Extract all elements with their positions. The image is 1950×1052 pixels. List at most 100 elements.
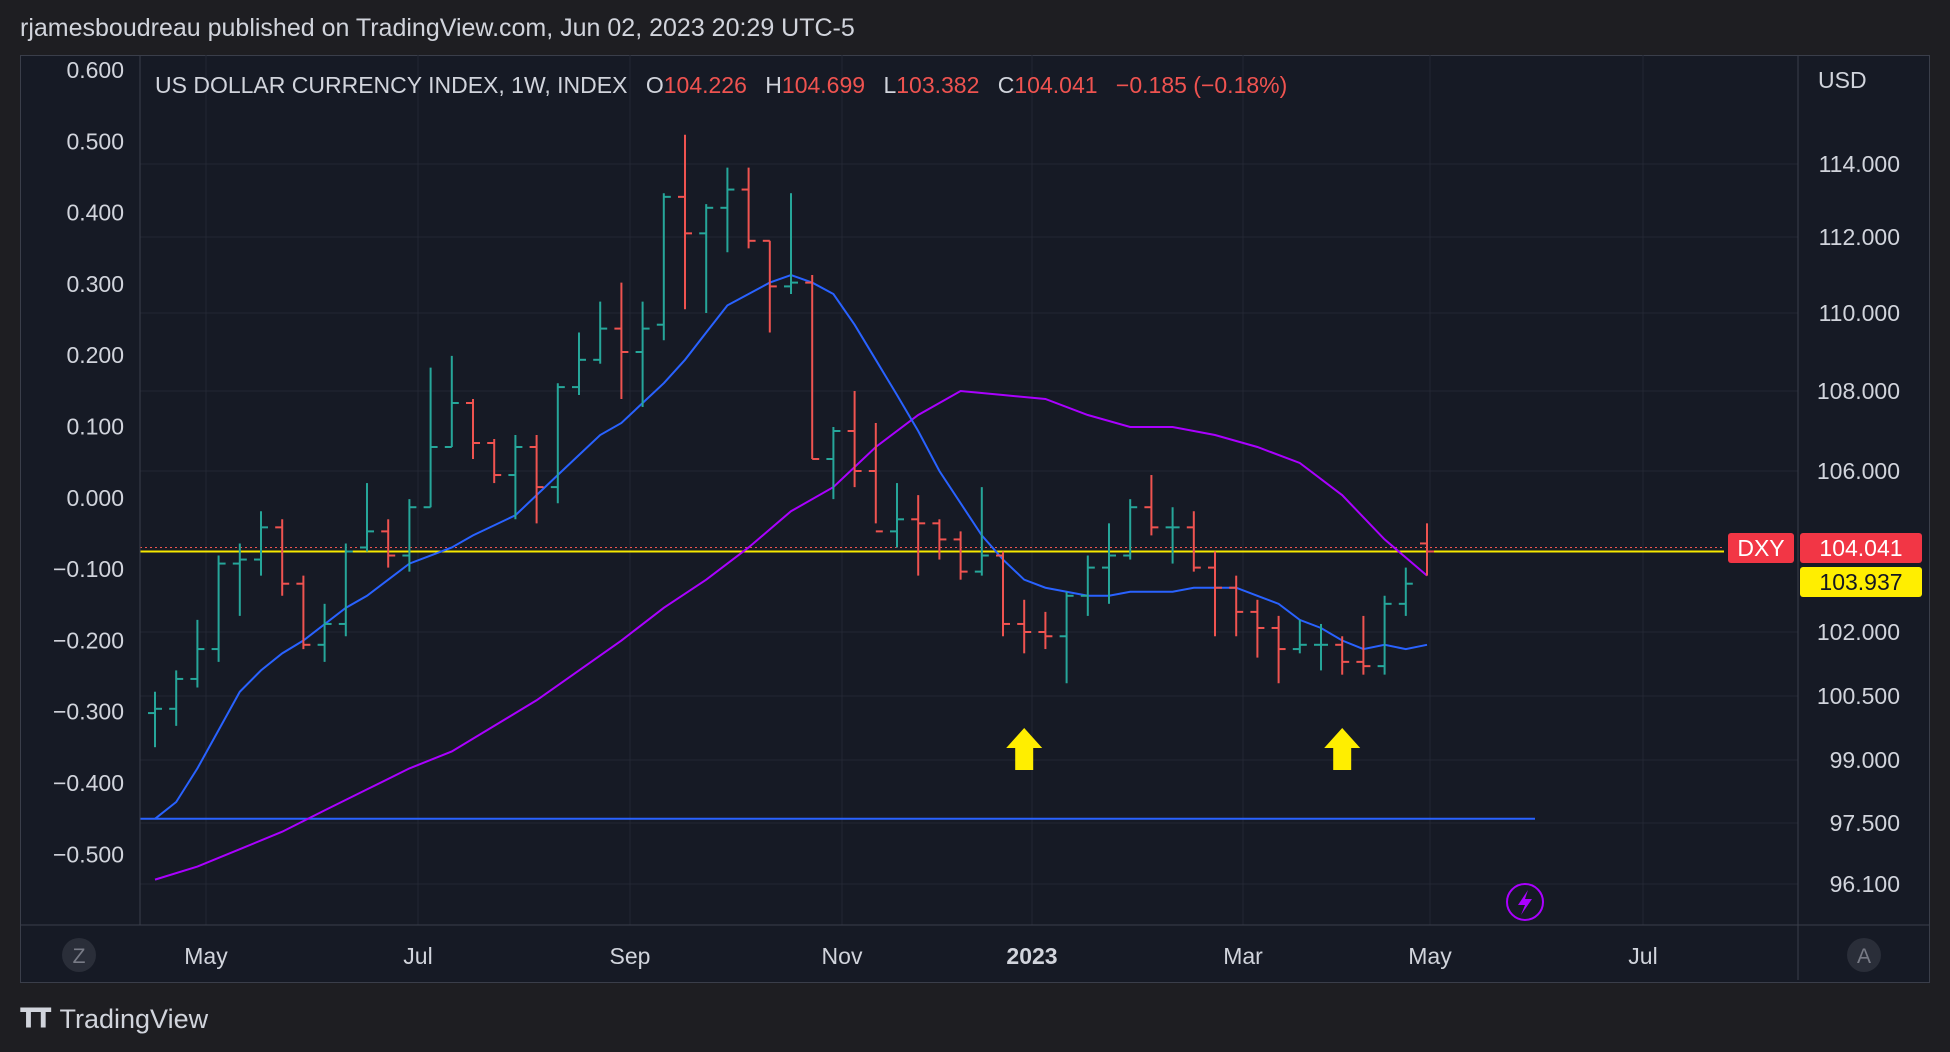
- ohlc-bar: [996, 551, 1010, 637]
- x-axis-tick: Mar: [1223, 943, 1263, 969]
- left-axis-tick: 0.000: [66, 485, 124, 511]
- ohlc-bar: [296, 575, 311, 650]
- ohlc-bar: [720, 167, 735, 253]
- ohlc-bar: [508, 435, 523, 520]
- ohlc-bar: [232, 543, 247, 616]
- left-axis-tick: 0.300: [66, 271, 124, 297]
- ohlc-bar: [932, 519, 947, 560]
- x-axis-tick: Jul: [403, 943, 432, 969]
- ohlc-bar: [656, 193, 671, 341]
- ohlc-bar: [593, 301, 608, 364]
- ohlc-bar: [1038, 611, 1053, 650]
- tradingview-logo-icon[interactable]: 𝐓𝐓: [20, 1003, 51, 1033]
- ohlc-bar: [1186, 511, 1201, 572]
- right-axis-tick: 108.000: [1817, 378, 1900, 404]
- ohlc-bar: [868, 423, 883, 533]
- ohlc-bar: [466, 399, 480, 459]
- ohlc-bar: [169, 670, 184, 726]
- ohlc-bar: [423, 367, 438, 509]
- left-axis-tick: 0.600: [66, 57, 124, 83]
- ohlc-bar: [635, 301, 650, 407]
- left-axis-tick: 0.200: [66, 342, 124, 368]
- right-axis-tick: 110.000: [1819, 300, 1900, 326]
- ohlc-bar: [1250, 599, 1265, 658]
- ohlc-bar: [381, 519, 396, 568]
- left-axis-tick: −0.400: [53, 770, 124, 796]
- ohlc-bar: [338, 543, 353, 637]
- right-axis-tick: 97.500: [1830, 810, 1900, 836]
- footer-brand[interactable]: TradingView: [59, 1003, 209, 1034]
- ohlc-bar: [1314, 623, 1328, 671]
- x-axis-tick: May: [184, 943, 228, 969]
- left-axis-tick: −0.300: [53, 699, 124, 725]
- ohlc-bar: [890, 483, 904, 548]
- ohlc-bar: [1080, 555, 1095, 616]
- up-arrow-icon: [1324, 728, 1361, 770]
- ohlc-bar: [211, 555, 226, 662]
- ohlc-bar: [1377, 595, 1392, 675]
- ohlc-bar: [847, 391, 862, 488]
- ohlc-bar: [148, 691, 162, 748]
- ohlc-bar: [444, 355, 459, 448]
- ohlc-bar: [678, 134, 692, 310]
- ohlc-bar: [317, 603, 332, 662]
- ohlc-bar: [402, 499, 417, 572]
- right-axis-tick: 96.100: [1830, 871, 1900, 897]
- right-axis-tick: 112.000: [1819, 224, 1900, 250]
- left-axis-tick: −0.100: [53, 556, 124, 582]
- x-axis-tick: Sep: [610, 943, 651, 969]
- ohlc-bar: [741, 167, 756, 249]
- x-axis-tick: 2023: [1006, 943, 1057, 969]
- ohlc-bar: [1271, 615, 1286, 684]
- ohlc-bar: [953, 531, 968, 580]
- ohlc-bar: [1420, 523, 1434, 576]
- x-axis-tick: May: [1408, 943, 1452, 969]
- footer: 𝐓𝐓 TradingView: [20, 1003, 208, 1035]
- ohlc-bar: [1356, 615, 1371, 675]
- x-axis-tick: Jul: [1628, 943, 1657, 969]
- up-arrow-icon: [1006, 728, 1043, 770]
- x-axis-tick: Nov: [822, 943, 863, 969]
- ohlc-bar: [254, 511, 268, 576]
- right-axis-tick: 99.000: [1830, 747, 1900, 773]
- ohlc-bar: [529, 435, 544, 524]
- ohlc-bar: [784, 193, 798, 294]
- right-axis-tick: 114.000: [1819, 151, 1900, 177]
- ohlc-bar: [487, 439, 502, 484]
- ohlc-bar: [614, 282, 629, 399]
- ohlc-bar: [1292, 619, 1307, 654]
- ohlc-bar: [699, 204, 714, 313]
- ohlc-bar: [1208, 551, 1222, 637]
- left-axis-tick: 0.400: [66, 200, 124, 226]
- ohlc-bar: [1102, 523, 1116, 604]
- ohlc-bar: [1398, 567, 1413, 616]
- left-axis-tick: 0.500: [66, 128, 124, 154]
- ohlc-bar: [1144, 475, 1159, 536]
- left-axis-tick: 0.100: [66, 414, 124, 440]
- ohlc-bar: [275, 519, 290, 596]
- ohlc-bar: [360, 483, 374, 552]
- ohlc-bar: [1123, 499, 1138, 560]
- ohlc-bar: [1059, 591, 1074, 684]
- ohlc-bar: [762, 239, 777, 333]
- left-axis-tick: −0.500: [53, 841, 124, 867]
- ohlc-bar: [1165, 507, 1180, 564]
- ohlc-bar: [805, 275, 820, 460]
- ohlc-bar: [911, 495, 926, 576]
- right-axis-tick: 106.000: [1817, 458, 1900, 484]
- ohlc-bar: [826, 427, 841, 500]
- ohlc-bar: [572, 332, 586, 395]
- ohlc-bar: [974, 487, 989, 576]
- right-axis-tick: 100.500: [1817, 683, 1900, 709]
- left-axis-tick: −0.200: [53, 627, 124, 653]
- ohlc-bar: [550, 383, 565, 504]
- ohlc-bar: [190, 619, 205, 688]
- ohlc-bar: [1017, 599, 1032, 654]
- chart-frame: [20, 55, 1930, 983]
- publisher-header: rjamesboudreau published on TradingView.…: [20, 14, 855, 42]
- ohlc-bar: [1229, 575, 1244, 637]
- right-axis-tick: 102.000: [1817, 619, 1900, 645]
- ohlc-bar: [1335, 636, 1350, 675]
- ma-slow-line: [154, 389, 1428, 881]
